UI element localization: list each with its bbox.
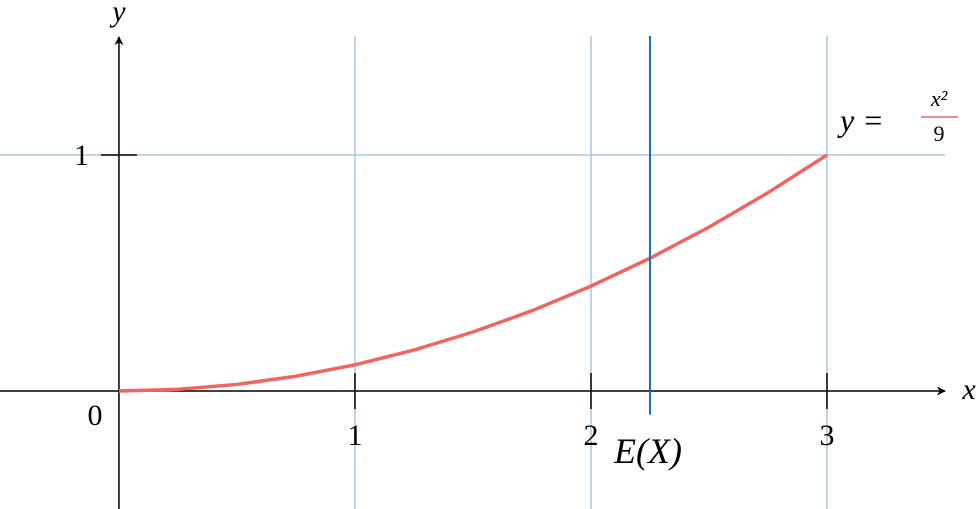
curve [118, 153, 828, 393]
x-tick-label: 2 [583, 419, 598, 452]
grid [0, 36, 945, 509]
y-axis-label: y [109, 0, 126, 28]
x-tick-label: 1 [347, 419, 362, 452]
curve-label-numerator: x² [930, 86, 948, 111]
origin-label: 0 [87, 399, 102, 432]
x-axis-label: x [961, 373, 976, 406]
curve-label-lhs: y = [837, 102, 884, 138]
plot-area: E(X) y = x² 9 [118, 36, 958, 471]
curve-label-denominator: 9 [934, 121, 945, 146]
x-tick-label: 3 [819, 419, 834, 452]
expectation-label: E(X) [613, 431, 682, 471]
y-tick-label: 1 [74, 139, 89, 172]
